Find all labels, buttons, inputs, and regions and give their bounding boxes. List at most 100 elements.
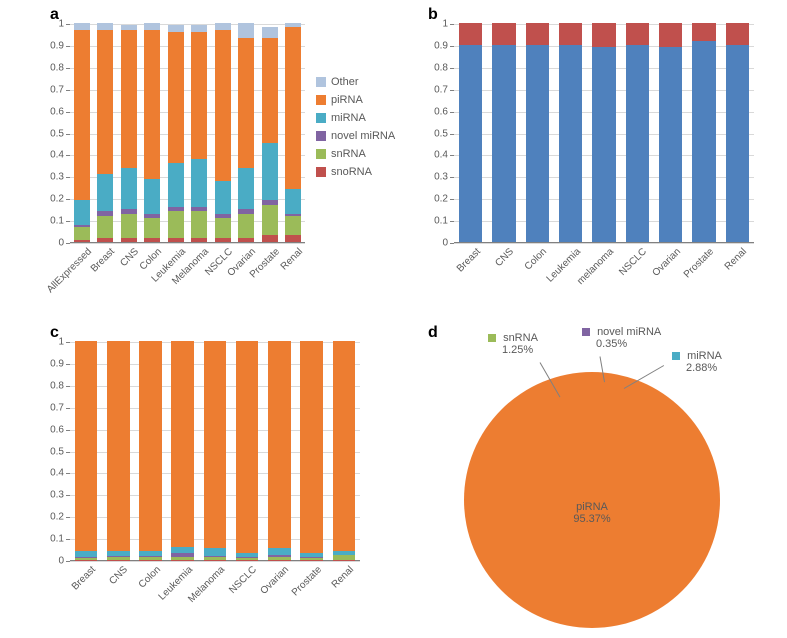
bar-segment bbox=[285, 216, 301, 236]
bar bbox=[144, 23, 160, 242]
y-tick-label: 1 bbox=[58, 19, 70, 30]
bar-slot: Prostate bbox=[687, 24, 720, 242]
legend-swatch bbox=[316, 149, 326, 159]
pie-callout-novel-mirna: novel miRNA 0.35% bbox=[582, 326, 661, 350]
bar-segment bbox=[659, 47, 682, 242]
bar bbox=[262, 27, 278, 242]
legend-item: snRNA bbox=[316, 148, 406, 160]
y-tick-label: 0.7 bbox=[434, 84, 454, 95]
bar-segment bbox=[204, 341, 227, 548]
bar-segment bbox=[262, 205, 278, 236]
x-tick-label: Renal bbox=[275, 242, 306, 273]
chart-b: 00.10.20.30.40.50.60.70.80.91BreastCNSCo… bbox=[454, 24, 754, 243]
bar-slot: Leukemia bbox=[554, 24, 587, 242]
chart-d-pie: piRNA 95.37% bbox=[464, 372, 720, 628]
bar-segment bbox=[168, 163, 184, 207]
bar-segment bbox=[144, 179, 160, 214]
legend-item: miRNA bbox=[316, 112, 406, 124]
bar-segment bbox=[139, 341, 162, 551]
chart-a: 00.10.20.30.40.50.60.70.80.91AllExpresse… bbox=[70, 24, 305, 243]
bar-slot: Prostate bbox=[258, 24, 282, 242]
bar-segment bbox=[171, 341, 194, 546]
bar-segment bbox=[215, 30, 231, 181]
panel-label-d: d bbox=[428, 324, 438, 342]
bar-segment bbox=[262, 143, 278, 200]
bar-slot: Breast bbox=[454, 24, 487, 242]
y-tick-label: 0.2 bbox=[434, 194, 454, 205]
bar-segment bbox=[459, 23, 482, 45]
bar-slot: Renal bbox=[328, 342, 360, 560]
bar-slot: Renal bbox=[282, 24, 306, 242]
legend-swatch bbox=[316, 77, 326, 87]
x-tick-label: Prostate bbox=[285, 560, 323, 598]
bar-slot: Leukemia bbox=[164, 24, 188, 242]
x-tick-label: CNS bbox=[489, 242, 516, 269]
y-tick-label: 0.5 bbox=[50, 128, 70, 139]
x-tick-label: CNS bbox=[103, 560, 130, 587]
legend-swatch bbox=[316, 95, 326, 105]
bar-slot: NSCLC bbox=[211, 24, 235, 242]
bar-segment bbox=[559, 45, 582, 242]
y-tick-label: 0.3 bbox=[434, 172, 454, 183]
bar-segment bbox=[492, 23, 515, 45]
y-tick-label: 0.9 bbox=[50, 358, 70, 369]
y-tick-label: 0.8 bbox=[434, 62, 454, 73]
bar-segment bbox=[333, 341, 356, 551]
bar-segment bbox=[526, 45, 549, 242]
bar-segment bbox=[285, 189, 301, 213]
bar bbox=[238, 23, 254, 242]
y-tick-label: 0.8 bbox=[50, 62, 70, 73]
bar-segment bbox=[215, 218, 231, 238]
bar-slot: CNS bbox=[102, 342, 134, 560]
bar-slot: CNS bbox=[117, 24, 141, 242]
legend-item: Other bbox=[316, 76, 406, 88]
bar bbox=[191, 25, 207, 242]
bar-segment bbox=[592, 23, 615, 47]
bar bbox=[107, 341, 130, 560]
panel-label-b: b bbox=[428, 6, 438, 24]
y-tick-label: 1 bbox=[58, 337, 70, 348]
bar-segment bbox=[74, 30, 90, 201]
bar-segment bbox=[191, 211, 207, 237]
bar-slot: Melanoma bbox=[199, 342, 231, 560]
bar-slot: Renal bbox=[721, 24, 754, 242]
bar-segment bbox=[168, 211, 184, 237]
bar-segment bbox=[121, 30, 137, 168]
bar-segment bbox=[168, 32, 184, 163]
bar bbox=[526, 23, 549, 242]
y-tick-label: 0 bbox=[58, 238, 70, 249]
legend-label: snRNA bbox=[331, 148, 366, 160]
bar-segment bbox=[238, 23, 254, 38]
x-tick-label: Breast bbox=[85, 242, 117, 274]
legend-a: Other piRNA miRNA novel miRNA snRNA snoRNA bbox=[316, 76, 406, 184]
bar-segment bbox=[236, 341, 259, 553]
y-tick-label: 0.2 bbox=[50, 512, 70, 523]
bar-segment bbox=[97, 216, 113, 238]
bar bbox=[204, 341, 227, 560]
y-tick-label: 0.4 bbox=[434, 150, 454, 161]
y-tick-label: 0.3 bbox=[50, 490, 70, 501]
bar bbox=[492, 23, 515, 242]
bar bbox=[171, 341, 194, 560]
y-tick-label: 1 bbox=[442, 19, 454, 30]
legend-item: novel miRNA bbox=[316, 130, 406, 142]
bar-segment bbox=[268, 341, 291, 548]
y-tick-label: 0.2 bbox=[50, 194, 70, 205]
bar-segment bbox=[121, 168, 137, 210]
y-tick-label: 0.6 bbox=[434, 106, 454, 117]
bar-slot: Ovarian bbox=[235, 24, 259, 242]
bar-segment bbox=[74, 227, 90, 240]
legend-item: snoRNA bbox=[316, 166, 406, 178]
bar bbox=[168, 25, 184, 242]
legend-item: piRNA bbox=[316, 94, 406, 106]
y-tick-label: 0.9 bbox=[434, 40, 454, 51]
x-tick-label: Ovarian bbox=[646, 242, 683, 279]
y-tick-label: 0.1 bbox=[50, 216, 70, 227]
bar-slot: Colon bbox=[141, 24, 165, 242]
bar-segment bbox=[97, 30, 113, 175]
bar-slot: AllExpressed bbox=[70, 24, 94, 242]
y-tick-label: 0.7 bbox=[50, 84, 70, 95]
bar bbox=[285, 23, 301, 242]
bar-segment bbox=[268, 548, 291, 555]
y-tick-label: 0.3 bbox=[50, 172, 70, 183]
